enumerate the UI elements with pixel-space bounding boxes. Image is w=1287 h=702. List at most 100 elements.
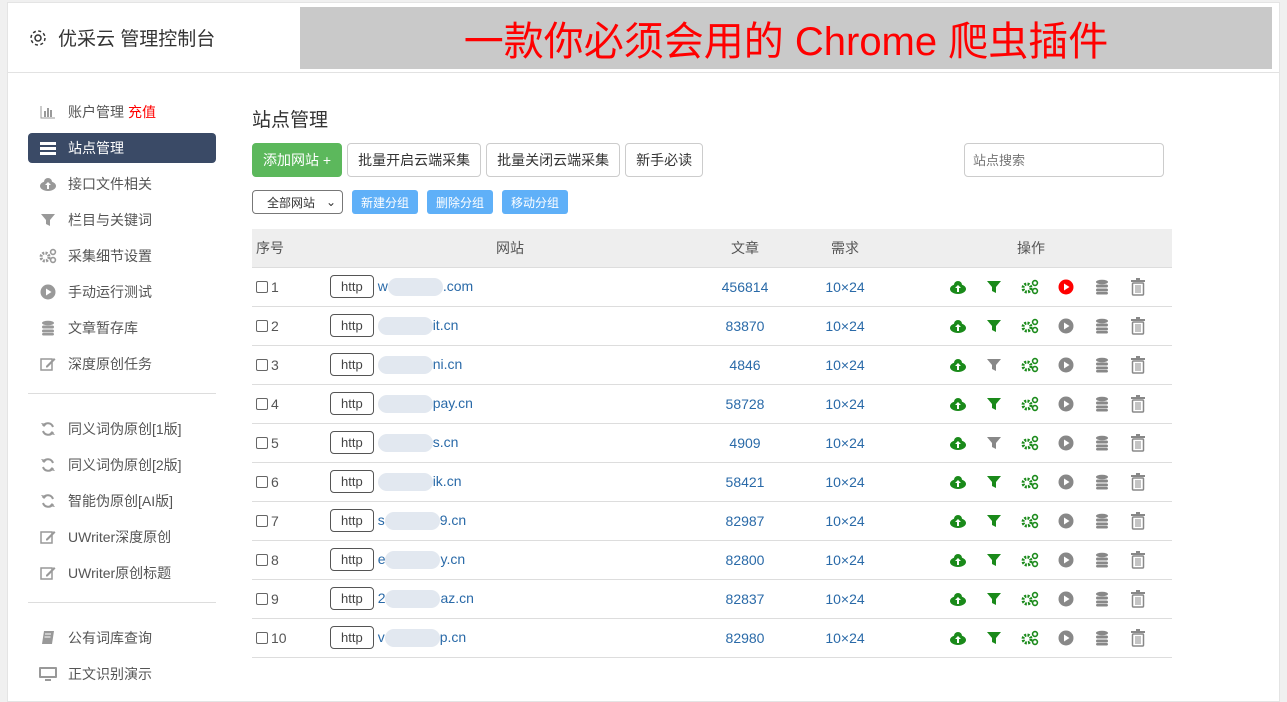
protocol-button[interactable]: http — [330, 392, 374, 415]
batch-enable-button[interactable]: 批量开启云端采集 — [347, 143, 482, 177]
filter-icon[interactable] — [984, 511, 1004, 531]
play-icon[interactable] — [1056, 511, 1076, 531]
protocol-button[interactable]: http — [330, 548, 374, 571]
protocol-button[interactable]: http — [330, 275, 374, 298]
filter-icon[interactable] — [984, 550, 1004, 570]
trash-icon[interactable] — [1128, 355, 1148, 375]
play-icon[interactable] — [1056, 589, 1076, 609]
demand-value[interactable]: 10×24 — [800, 267, 890, 307]
gears-icon[interactable] — [1020, 550, 1040, 570]
sidebar-item[interactable]: 深度原创任务 — [28, 349, 216, 379]
demand-value[interactable]: 10×24 — [800, 618, 890, 658]
gears-icon[interactable] — [1020, 277, 1040, 297]
gears-icon[interactable] — [1020, 355, 1040, 375]
article-count[interactable]: 58728 — [690, 384, 800, 424]
play-icon[interactable] — [1056, 394, 1076, 414]
sidebar-item[interactable]: UWriter深度原创 — [28, 522, 216, 552]
trash-icon[interactable] — [1128, 628, 1148, 648]
delete-group-button[interactable]: 删除分组 — [427, 190, 494, 214]
row-checkbox[interactable] — [256, 553, 268, 566]
sidebar-item[interactable]: 同义词伪原创[2版] — [28, 450, 216, 480]
protocol-button[interactable]: http — [330, 353, 374, 376]
row-checkbox[interactable] — [256, 631, 268, 644]
sidebar-item[interactable]: 账户管理 充值 — [28, 97, 216, 127]
database-icon[interactable] — [1092, 628, 1112, 648]
protocol-button[interactable]: http — [330, 626, 374, 649]
article-count[interactable]: 456814 — [690, 267, 800, 307]
trash-icon[interactable] — [1128, 511, 1148, 531]
row-checkbox[interactable] — [256, 436, 268, 449]
play-icon[interactable] — [1056, 277, 1076, 297]
site-filter-select[interactable]: 全部网站 ⌄ — [252, 190, 343, 214]
cloud-upload-icon[interactable] — [948, 277, 968, 297]
gears-icon[interactable] — [1020, 589, 1040, 609]
article-count[interactable]: 58421 — [690, 462, 800, 502]
filter-icon[interactable] — [984, 316, 1004, 336]
play-icon[interactable] — [1056, 472, 1076, 492]
database-icon[interactable] — [1092, 355, 1112, 375]
gears-icon[interactable] — [1020, 394, 1040, 414]
sidebar-item[interactable]: UWriter原创标题 — [28, 558, 216, 588]
add-site-button[interactable]: 添加网站 + — [252, 143, 343, 177]
row-checkbox[interactable] — [256, 358, 268, 371]
database-icon[interactable] — [1092, 472, 1112, 492]
cloud-upload-icon[interactable] — [948, 394, 968, 414]
demand-value[interactable]: 10×24 — [800, 345, 890, 385]
protocol-button[interactable]: http — [330, 314, 374, 337]
article-count[interactable]: 82837 — [690, 579, 800, 619]
site-url[interactable]: v p.cn — [378, 629, 466, 648]
protocol-button[interactable]: http — [330, 470, 374, 493]
row-checkbox[interactable] — [256, 475, 268, 488]
demand-value[interactable]: 10×24 — [800, 306, 890, 346]
cloud-upload-icon[interactable] — [948, 316, 968, 336]
cloud-upload-icon[interactable] — [948, 433, 968, 453]
trash-icon[interactable] — [1128, 433, 1148, 453]
site-url[interactable]: s.cn — [377, 434, 458, 453]
database-icon[interactable] — [1092, 511, 1112, 531]
filter-icon[interactable] — [984, 277, 1004, 297]
site-url[interactable]: e y.cn — [378, 551, 465, 570]
demand-value[interactable]: 10×24 — [800, 384, 890, 424]
filter-icon[interactable] — [984, 394, 1004, 414]
row-checkbox[interactable] — [256, 319, 268, 332]
play-icon[interactable] — [1056, 316, 1076, 336]
filter-icon[interactable] — [984, 628, 1004, 648]
database-icon[interactable] — [1092, 394, 1112, 414]
demand-value[interactable]: 10×24 — [800, 462, 890, 502]
trash-icon[interactable] — [1128, 550, 1148, 570]
move-group-button[interactable]: 移动分组 — [502, 190, 569, 214]
article-count[interactable]: 4909 — [690, 423, 800, 463]
gears-icon[interactable] — [1020, 628, 1040, 648]
play-icon[interactable] — [1056, 628, 1076, 648]
play-icon[interactable] — [1056, 355, 1076, 375]
sidebar-item[interactable]: 接口文件相关 — [28, 169, 216, 199]
cloud-upload-icon[interactable] — [948, 472, 968, 492]
row-checkbox[interactable] — [256, 592, 268, 605]
sidebar-item[interactable]: 栏目与关键词 — [28, 205, 216, 235]
sidebar-item[interactable]: 公有词库查询 — [28, 623, 216, 653]
play-icon[interactable] — [1056, 550, 1076, 570]
article-count[interactable]: 82987 — [690, 501, 800, 541]
site-url[interactable]: w .com — [378, 278, 473, 297]
demand-value[interactable]: 10×24 — [800, 540, 890, 580]
guide-button[interactable]: 新手必读 — [625, 143, 704, 177]
database-icon[interactable] — [1092, 589, 1112, 609]
database-icon[interactable] — [1092, 316, 1112, 336]
trash-icon[interactable] — [1128, 394, 1148, 414]
gears-icon[interactable] — [1020, 511, 1040, 531]
cloud-upload-icon[interactable] — [948, 511, 968, 531]
cloud-upload-icon[interactable] — [948, 589, 968, 609]
site-url[interactable]: s 9.cn — [378, 512, 466, 531]
database-icon[interactable] — [1092, 433, 1112, 453]
site-url[interactable]: pay.cn — [377, 395, 473, 414]
cloud-upload-icon[interactable] — [948, 550, 968, 570]
site-url[interactable]: ni.cn — [377, 356, 462, 375]
trash-icon[interactable] — [1128, 277, 1148, 297]
demand-value[interactable]: 10×24 — [800, 579, 890, 619]
cloud-upload-icon[interactable] — [948, 355, 968, 375]
gears-icon[interactable] — [1020, 316, 1040, 336]
sidebar-item[interactable]: 文章暂存库 — [28, 313, 216, 343]
site-url[interactable]: ik.cn — [377, 473, 461, 492]
trash-icon[interactable] — [1128, 472, 1148, 492]
protocol-button[interactable]: http — [330, 509, 374, 532]
